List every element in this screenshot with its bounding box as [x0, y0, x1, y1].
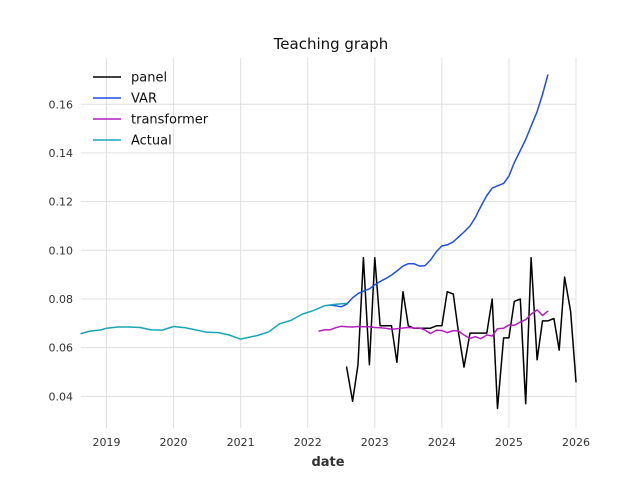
x-tick-label: 2020 [160, 436, 188, 449]
series-line-var [329, 74, 549, 308]
x-axis: 2019 2020 2021 2022 2023 2024 2025 2026 [92, 436, 590, 449]
y-tick-label: 0.12 [49, 196, 74, 209]
y-tick-label: 0.14 [49, 147, 74, 160]
legend-label: VAR [131, 92, 157, 107]
x-tick-label: 2025 [495, 436, 523, 449]
chart-title: Teaching graph [273, 35, 389, 53]
series-line-actual [80, 302, 348, 340]
legend-label: Actual [131, 134, 172, 149]
legend-label: panel [131, 71, 167, 86]
grid [81, 58, 577, 428]
legend: panel VAR transformer Actual [93, 71, 209, 149]
y-tick-label: 0.06 [49, 342, 74, 355]
x-tick-label: 2023 [361, 436, 389, 449]
x-axis-label: date [311, 455, 344, 470]
y-axis: 0.04 0.06 0.08 0.10 0.12 0.14 0.16 [49, 98, 74, 403]
y-tick-label: 0.04 [49, 390, 74, 403]
y-tick-label: 0.16 [49, 98, 74, 111]
x-tick-label: 2024 [428, 436, 456, 449]
series-line-transformer [318, 309, 549, 340]
y-tick-label: 0.08 [49, 293, 74, 306]
series-line-panel [345, 256, 577, 410]
y-tick-label: 0.10 [49, 244, 74, 257]
x-tick-label: 2021 [227, 436, 255, 449]
legend-label: transformer [131, 113, 209, 128]
x-tick-label: 2019 [92, 436, 120, 449]
x-tick-label: 2022 [294, 436, 322, 449]
series-lines [80, 74, 577, 410]
x-tick-label: 2026 [562, 436, 590, 449]
